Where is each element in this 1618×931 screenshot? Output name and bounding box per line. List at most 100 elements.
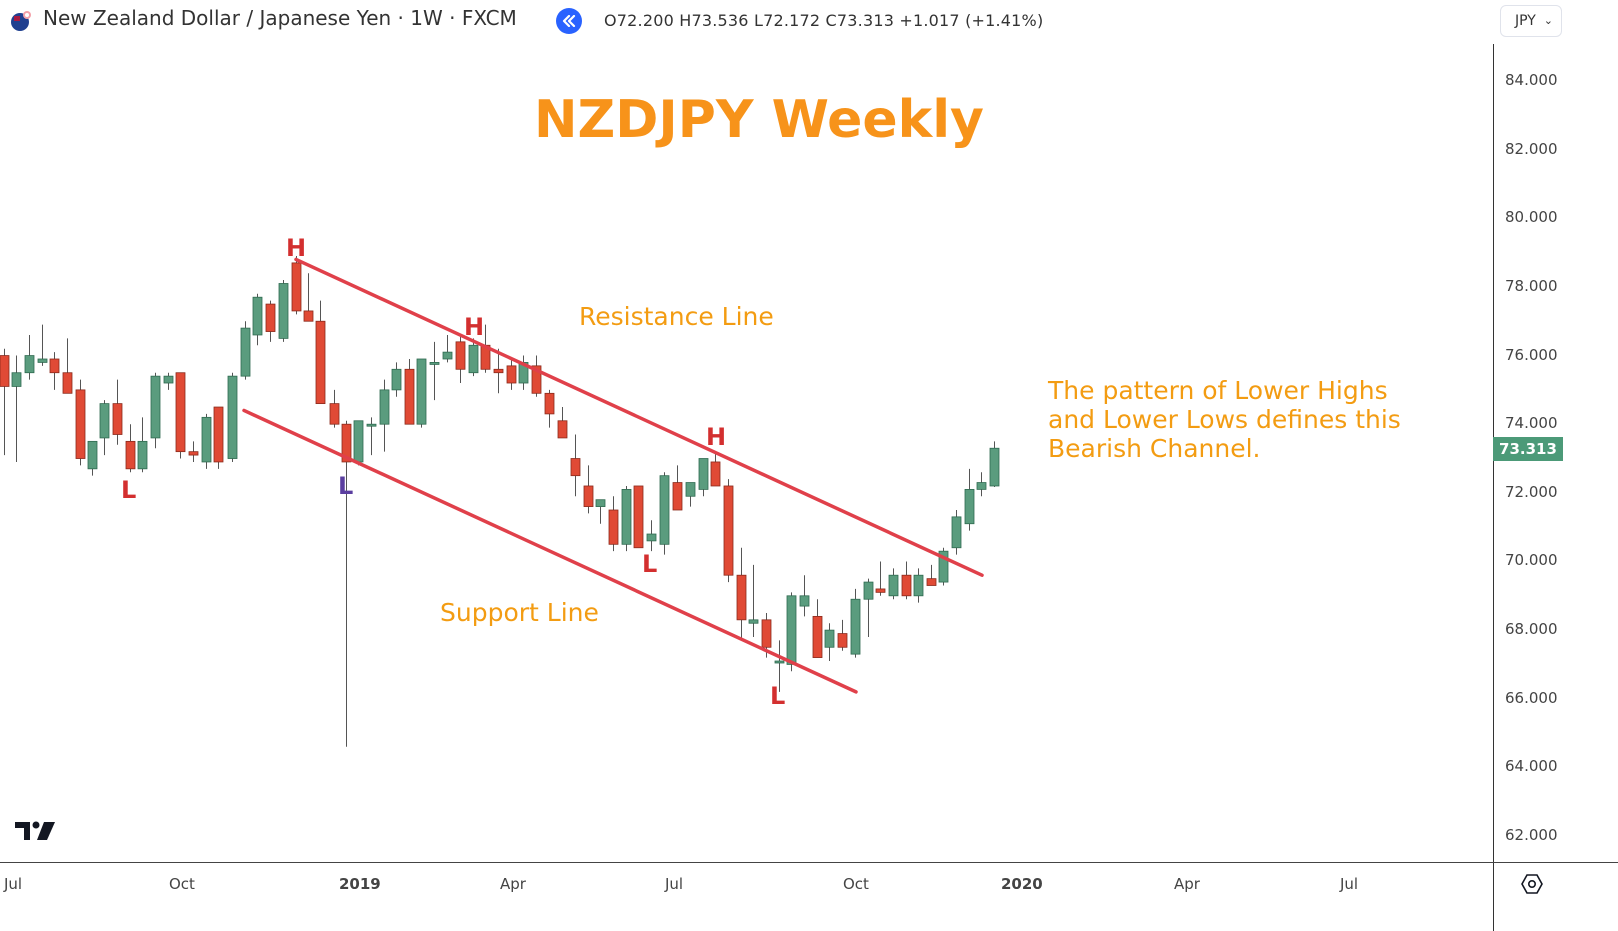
bullish-candle[interactable] (468, 338, 479, 377)
bearish-candle[interactable] (0, 348, 10, 456)
bearish-candle[interactable] (75, 379, 86, 466)
bullish-candle[interactable] (163, 372, 174, 390)
candle-body (213, 406, 224, 463)
bearish-candle[interactable] (49, 352, 60, 390)
bearish-candle[interactable] (723, 479, 734, 583)
candle-body (698, 458, 709, 490)
bearish-candle[interactable] (557, 407, 568, 439)
bullish-candle[interactable] (24, 334, 35, 380)
bullish-candle[interactable] (964, 468, 975, 531)
bearish-candle[interactable] (188, 441, 199, 462)
bullish-candle[interactable] (99, 400, 110, 456)
swing-high-mark: H (464, 313, 485, 341)
bullish-candle[interactable] (391, 362, 402, 397)
candle-body (201, 416, 212, 463)
bullish-candle[interactable] (621, 485, 632, 552)
bearish-candle[interactable] (265, 300, 276, 342)
note-line: and Lower Lows defines this (1048, 405, 1401, 434)
bullish-candle[interactable] (698, 458, 709, 497)
bullish-candle[interactable] (824, 623, 835, 662)
bearish-candle[interactable] (175, 372, 186, 459)
bearish-candle[interactable] (62, 338, 73, 394)
bearish-candle[interactable] (329, 389, 340, 428)
bullish-candle[interactable] (888, 568, 899, 600)
bullish-candle[interactable] (786, 592, 797, 672)
bullish-candle[interactable] (976, 472, 987, 497)
bullish-candle[interactable] (227, 372, 238, 462)
bearish-candle[interactable] (544, 389, 555, 428)
bearish-candle[interactable] (315, 300, 326, 405)
bullish-candle[interactable] (774, 640, 785, 692)
bearish-candle[interactable] (570, 434, 581, 497)
bullish-candle[interactable] (951, 510, 962, 555)
settings-icon[interactable] (1520, 872, 1544, 896)
bearish-candle[interactable] (633, 485, 644, 549)
currency-selector[interactable]: JPY ⌄ (1500, 5, 1562, 37)
price-tick-label: 70.000 (1505, 551, 1558, 570)
candle-body (11, 372, 22, 387)
candle-body (774, 660, 785, 664)
bearish-candle[interactable] (493, 348, 504, 394)
bullish-candle[interactable] (278, 280, 289, 342)
bullish-candle[interactable] (240, 321, 251, 380)
bullish-candle[interactable] (87, 440, 98, 476)
bearish-candle[interactable] (213, 406, 224, 469)
bullish-candle[interactable] (685, 482, 696, 507)
bearish-candle[interactable] (672, 465, 683, 511)
bullish-candle[interactable] (913, 568, 924, 603)
bearish-candle[interactable] (125, 424, 136, 473)
bearish-candle[interactable] (608, 496, 619, 552)
bullish-candle[interactable] (518, 355, 529, 390)
bearish-candle[interactable] (901, 561, 912, 600)
candle-body (786, 595, 797, 665)
bearish-candle[interactable] (837, 619, 848, 651)
bearish-candle[interactable] (710, 451, 721, 487)
candle-body (163, 375, 174, 384)
bullish-candle[interactable] (150, 372, 161, 449)
bearish-candle[interactable] (303, 273, 314, 322)
bullish-candle[interactable] (659, 472, 670, 555)
bearish-candle[interactable] (736, 547, 747, 641)
candle-body (976, 482, 987, 490)
bullish-candle[interactable] (646, 520, 657, 552)
bullish-candle[interactable] (252, 293, 263, 346)
candle-body (824, 629, 835, 648)
time-tick-label: Apr (500, 875, 526, 893)
bullish-candle[interactable] (11, 355, 22, 462)
bearish-candle[interactable] (583, 465, 594, 514)
bullish-candle[interactable] (595, 499, 606, 524)
bearish-candle[interactable] (926, 564, 937, 586)
bearish-candle[interactable] (291, 256, 302, 315)
bullish-candle[interactable] (938, 547, 949, 586)
bullish-candle[interactable] (429, 341, 440, 401)
symbol-title[interactable]: New Zealand Dollar / Japanese Yen · 1W ·… (43, 6, 517, 30)
bullish-candle[interactable] (863, 578, 874, 637)
bullish-candle[interactable] (989, 441, 1000, 488)
candle-body (137, 440, 148, 470)
bearish-candle[interactable] (112, 379, 123, 445)
bearish-candle[interactable] (531, 355, 542, 397)
candle-body (989, 447, 1000, 487)
bearish-candle[interactable] (875, 561, 886, 596)
bearish-candle[interactable] (341, 420, 352, 747)
bullish-candle[interactable] (201, 413, 212, 469)
bullish-candle[interactable] (366, 417, 377, 456)
bullish-candle[interactable] (37, 324, 48, 366)
chart-plot-area[interactable] (0, 0, 1493, 862)
bullish-candle[interactable] (353, 420, 364, 466)
bullish-candle[interactable] (416, 358, 427, 428)
tradingview-logo-icon[interactable] (15, 818, 61, 844)
bullish-candle[interactable] (137, 417, 148, 473)
bearish-candle[interactable] (812, 599, 823, 658)
bullish-candle[interactable] (799, 575, 810, 617)
ohlc-values: O72.200 H73.536 L72.172 C73.313 +1.017 (… (604, 11, 1044, 30)
bearish-candle[interactable] (404, 358, 415, 425)
bullish-candle[interactable] (379, 379, 390, 452)
bearish-candle[interactable] (506, 358, 517, 390)
bullish-candle[interactable] (442, 334, 453, 363)
bullish-candle[interactable] (850, 588, 861, 658)
bearish-candle[interactable] (455, 334, 466, 384)
candlestick-chart[interactable] (0, 0, 1493, 862)
bullish-candle[interactable] (748, 564, 759, 637)
replay-button[interactable] (556, 8, 582, 34)
